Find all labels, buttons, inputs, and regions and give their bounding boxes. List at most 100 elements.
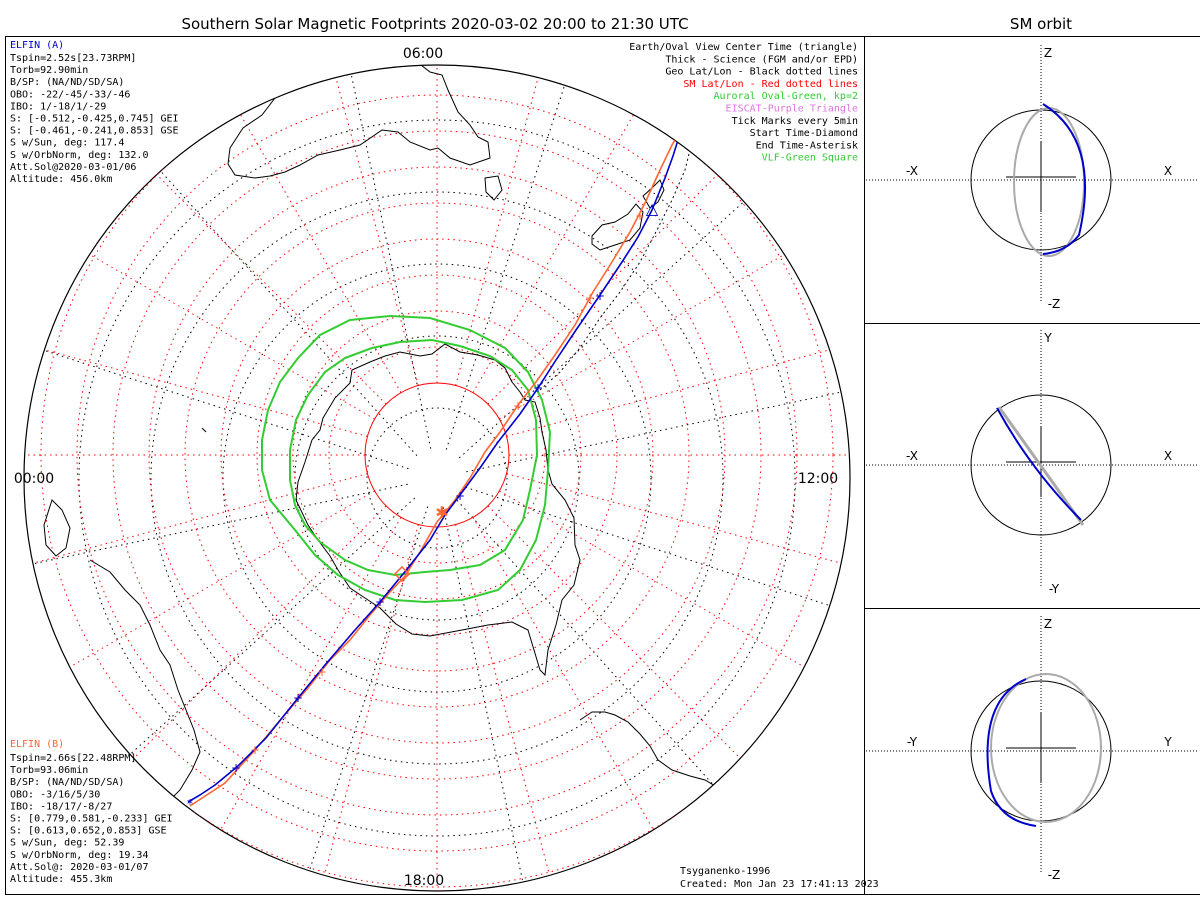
elfin-a-name: ELFIN (A) bbox=[10, 40, 64, 51]
tick-mark-a: + bbox=[455, 489, 465, 503]
sm-orbit-panels: -X X Z -Z -X X Y -Y -Y Y Z -Z bbox=[866, 45, 1199, 882]
geo-lon-line bbox=[442, 507, 529, 891]
legend: Earth/Oval View Center Time (triangle)Th… bbox=[629, 42, 858, 164]
sm-lon-line bbox=[97, 505, 387, 795]
coast-indonesia bbox=[239, 69, 326, 111]
elfin-a-line: S w/Sun, deg: 117.4 bbox=[10, 138, 124, 149]
sm-lat-circle bbox=[112, 130, 762, 780]
legend-entry: Earth/Oval View Center Time (triangle) bbox=[629, 42, 858, 53]
sm-lon-line bbox=[312, 524, 419, 891]
coast-islands bbox=[201, 65, 779, 433]
sm-lat-circle bbox=[76, 94, 798, 816]
geo-lon-line bbox=[345, 65, 432, 449]
sm-lat-circle bbox=[184, 202, 690, 708]
elfin-a-lines: Tspin=2.52s[23.73RPM]Torb=92.90minB/SP: … bbox=[10, 53, 179, 185]
coast-tasmania bbox=[484, 175, 503, 201]
tick-mark-a: + bbox=[375, 595, 385, 609]
sm-lon-line bbox=[97, 115, 387, 405]
elfin-b-line: S w/Sun, deg: 52.39 bbox=[10, 838, 124, 849]
panel-axis-label-right: X bbox=[1164, 449, 1172, 463]
coast-antarctica bbox=[295, 343, 581, 677]
sm-lon-line bbox=[472, 65, 678, 393]
geo-lon-line bbox=[142, 150, 418, 457]
sm-lat-circle bbox=[148, 166, 726, 744]
earth-circle bbox=[970, 394, 1112, 536]
legend-entry: VLF-Green Square bbox=[762, 153, 858, 164]
auroral-ovals bbox=[261, 314, 552, 604]
time-label-left: 00:00 bbox=[14, 471, 54, 487]
legend-entry: Tick Marks every 5min bbox=[732, 116, 858, 127]
elfin-a-footprint-trace bbox=[187, 131, 682, 803]
elfin-b-line: OBO: -3/16/5/30 bbox=[10, 789, 100, 800]
coast-south-america bbox=[579, 711, 729, 856]
orbit-b-path bbox=[1013, 107, 1085, 257]
start-diamond-marker bbox=[393, 565, 411, 583]
orbit-a-path bbox=[986, 678, 1037, 827]
elfin-a-info: ELFIN (A) Tspin=2.52s[23.73RPM]Torb=92.9… bbox=[10, 40, 179, 185]
legend-entry: End Time-Asterisk bbox=[756, 140, 858, 151]
center-asterisk-marker: ✱ bbox=[435, 503, 448, 522]
elfin-b-footprint-trace bbox=[189, 131, 681, 807]
geo-lon-line bbox=[24, 483, 408, 570]
created-timestamp: Created: Mon Jan 23 17:41:13 2023 bbox=[680, 879, 879, 890]
elfin-a-line: Att.Sol@2020-03-01/06 bbox=[10, 162, 136, 173]
sm-lon-line bbox=[506, 330, 850, 437]
elfin-b-lines: Tspin=2.66s[22.48RPM]Torb=93.06minB/SP: … bbox=[10, 753, 173, 885]
sm-lon-line bbox=[506, 473, 850, 580]
elfin-b-line: S w/OrbNorm, deg: 19.34 bbox=[10, 850, 148, 861]
elfin-b-line: S: [0.613,0.652,0.853] GSE bbox=[10, 826, 167, 837]
sm-lat-circle bbox=[328, 346, 546, 564]
tick-mark-a: + bbox=[595, 289, 605, 303]
geo-lat-circle bbox=[24, 65, 850, 891]
panel-axis-label-bottom: -Y bbox=[1049, 582, 1060, 596]
auroral-oval-outer bbox=[261, 314, 552, 604]
elfin-a-line: S w/OrbNorm, deg: 132.0 bbox=[10, 150, 148, 161]
map-boundary-circle bbox=[23, 64, 851, 892]
orbit-a-path bbox=[1042, 103, 1086, 255]
elfin-a-line: B/SP: (NA/ND/SD/SA) bbox=[10, 77, 124, 88]
panel-axis-label-left: -X bbox=[906, 449, 918, 463]
map-frame bbox=[5, 36, 865, 895]
sm-lon-line bbox=[196, 65, 402, 393]
geo-lon-line bbox=[109, 497, 416, 773]
geo-lon-line bbox=[458, 183, 765, 459]
coast-australia bbox=[227, 65, 491, 179]
side-title: SM orbit bbox=[1010, 15, 1072, 33]
legend-entry: SM Lat/Lon - Red dotted lines bbox=[683, 79, 858, 90]
view-center-triangle: △ bbox=[646, 199, 659, 218]
panel-axis-label-bottom: -Z bbox=[1048, 868, 1061, 882]
panel-axis-label-left: -Y bbox=[907, 735, 918, 749]
model-credit: Tsyganenko-1996 bbox=[680, 866, 770, 877]
tick-mark-b: + bbox=[250, 743, 260, 757]
legend-entry: Start Time-Diamond bbox=[750, 128, 858, 139]
elfin-b-info: ELFIN (B) Tspin=2.66s[22.48RPM]Torb=93.0… bbox=[10, 739, 173, 885]
auroral-oval-inner bbox=[289, 338, 539, 577]
sm-lon-line bbox=[24, 214, 375, 420]
tick-mark-a: + bbox=[293, 691, 303, 705]
panel-axis-label-top: Z bbox=[1044, 46, 1052, 60]
trace-markers: △ ✱ * + + + + + + + + + + + bbox=[187, 199, 659, 811]
sm-lon-line bbox=[499, 490, 850, 696]
geo-lon-line bbox=[445, 65, 574, 450]
panel-axis-label-right: X bbox=[1164, 164, 1172, 178]
tick-mark-b: + bbox=[513, 399, 523, 413]
sm-orbit-panel-xy: -X X Y -Y bbox=[866, 330, 1199, 596]
panel-axis-label-left: -X bbox=[906, 164, 918, 178]
sm-lon-line bbox=[499, 214, 850, 420]
orbit-b-path bbox=[990, 673, 1102, 823]
elfin-b-line: Torb=93.06min bbox=[10, 765, 88, 776]
sm-lon-line bbox=[487, 115, 777, 405]
geo-lon-line bbox=[456, 499, 732, 806]
panel-axis-label-bottom: -Z bbox=[1048, 297, 1061, 311]
tick-mark-a: + bbox=[231, 761, 241, 775]
geo-lon-line bbox=[300, 506, 429, 891]
time-label-top: 06:00 bbox=[403, 46, 443, 62]
legend-entry: Thick - Science (FGM and/or EPD) bbox=[665, 54, 858, 65]
elfin-b-line: S: [0.779,0.581,-0.233] GEI bbox=[10, 814, 173, 825]
coast-newzealand bbox=[591, 203, 644, 251]
elfin-a-line: S: [-0.461,-0.241,0.853] GSE bbox=[10, 126, 179, 137]
time-label-bottom: 18:00 bbox=[404, 873, 444, 889]
orbit-extension-dotted bbox=[539, 149, 691, 391]
time-label-right: 12:00 bbox=[798, 471, 838, 487]
